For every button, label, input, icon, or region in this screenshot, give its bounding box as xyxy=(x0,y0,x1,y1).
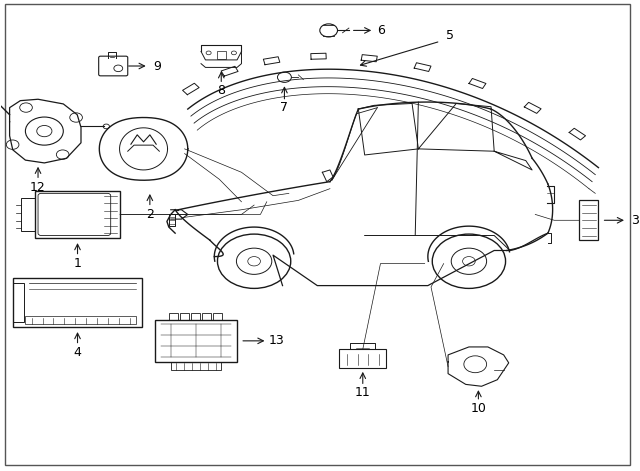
Text: 1: 1 xyxy=(74,257,81,270)
Text: 3: 3 xyxy=(631,214,639,227)
Text: 4: 4 xyxy=(74,346,81,359)
Text: 2: 2 xyxy=(146,208,154,221)
Text: 6: 6 xyxy=(377,24,385,37)
Text: 9: 9 xyxy=(154,59,161,73)
Text: 8: 8 xyxy=(217,84,225,97)
Text: 11: 11 xyxy=(355,386,371,399)
Text: 12: 12 xyxy=(30,181,46,194)
Text: 10: 10 xyxy=(470,402,486,415)
Text: 5: 5 xyxy=(446,29,454,41)
Text: 13: 13 xyxy=(268,334,284,347)
Text: 7: 7 xyxy=(280,101,289,114)
